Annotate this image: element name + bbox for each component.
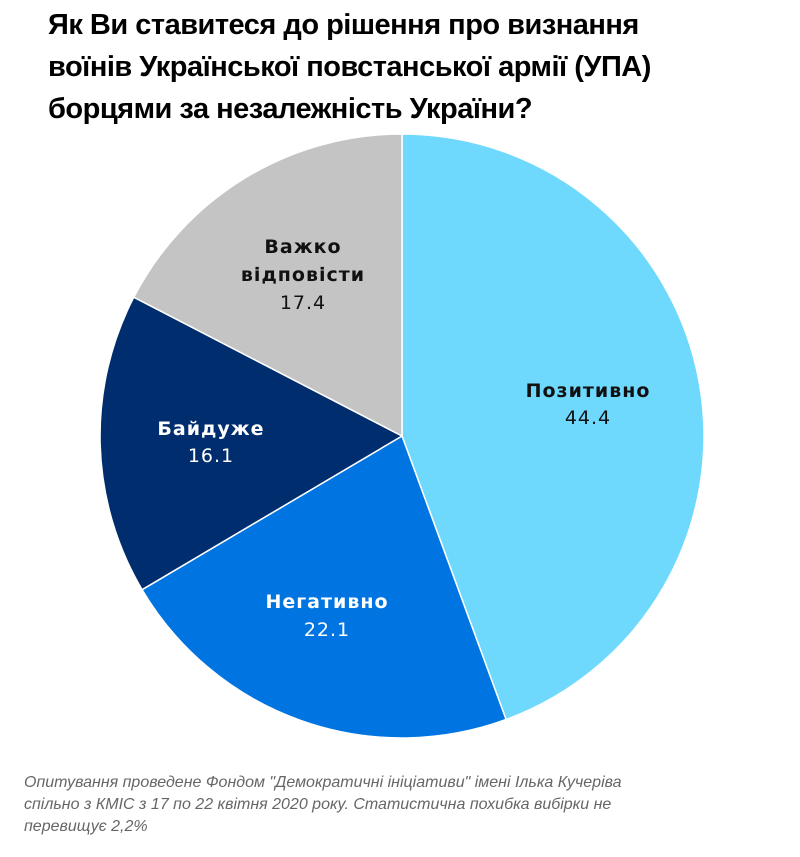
- chart-title: Як Ви ставитеся до рішення про визнання …: [48, 4, 788, 130]
- slice-value-hard-to-say: 17.4: [280, 292, 326, 314]
- slice-label-indifferent-group: Байдуже 16.1: [157, 418, 264, 467]
- slice-positive[interactable]: [401, 133, 705, 721]
- slice-value-negative: 22.1: [304, 619, 350, 641]
- slice-value-positive: 44.4: [565, 407, 611, 429]
- pie-slices: [99, 133, 705, 739]
- slice-hard-to-say[interactable]: [133, 133, 403, 437]
- slice-label-hard-to-say-line-2: відповісти: [241, 264, 365, 286]
- footnote-line-1: Опитування проведене Фондом "Демократичн…: [24, 774, 622, 791]
- slice-label-positive: Позитивно: [526, 380, 651, 402]
- slice-negative[interactable]: [141, 435, 507, 739]
- slice-value-indifferent: 16.1: [188, 445, 234, 467]
- slice-indifferent[interactable]: [99, 296, 403, 591]
- chart-title-line-1: Як Ви ставитеся до рішення про визнання: [48, 9, 639, 41]
- slice-label-hard-to-say-line-1: Важко: [264, 236, 341, 258]
- source-footnote: Опитування проведене Фондом "Демократичн…: [24, 772, 794, 838]
- slice-label-hard-to-say-group: Важко відповісти 17.4: [241, 236, 365, 314]
- slice-label-negative: Негативно: [265, 591, 388, 613]
- slice-label-positive-group: Позитивно 44.4: [526, 380, 651, 429]
- chart-title-line-2: воїнів Української повстанської армії (У…: [48, 51, 651, 83]
- slice-label-indifferent: Байдуже: [157, 418, 264, 440]
- chart-title-line-3: борцями за незалежність України?: [48, 93, 533, 125]
- footnote-line-3: перевищує 2,2%: [24, 818, 148, 835]
- footnote-line-2: спільно з КМІС з 17 по 22 квітня 2020 ро…: [24, 796, 612, 813]
- slice-label-negative-group: Негативно 22.1: [265, 591, 388, 641]
